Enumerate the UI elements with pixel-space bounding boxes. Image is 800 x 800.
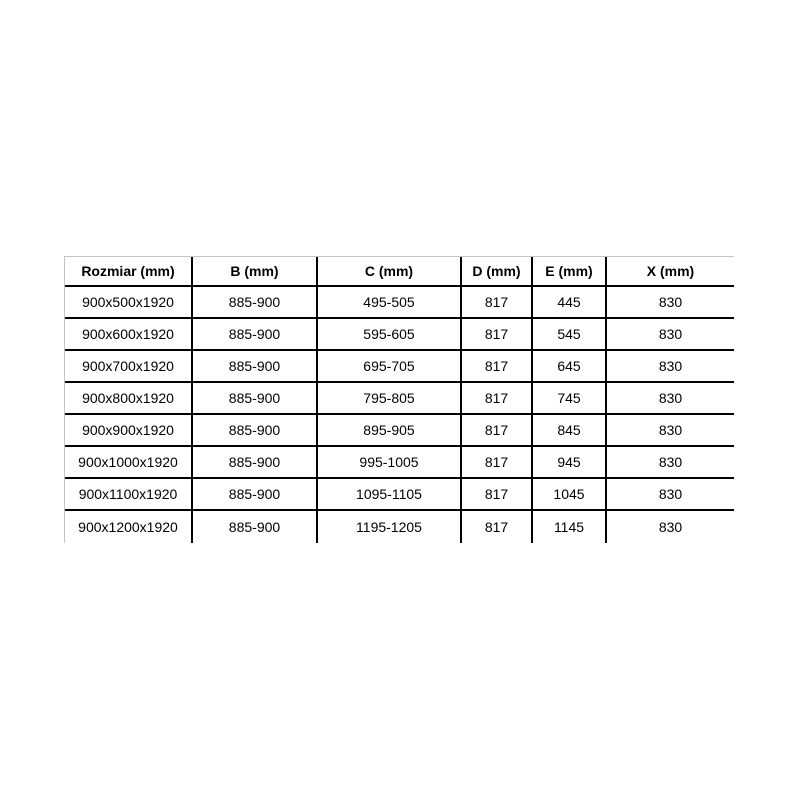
table-cell: 595-605 <box>318 319 462 351</box>
table-cell: 1095-1105 <box>318 479 462 511</box>
table-cell: 817 <box>462 319 533 351</box>
table-cell: 830 <box>607 511 734 543</box>
table-cell: 817 <box>462 447 533 479</box>
table-cell: 830 <box>607 287 734 319</box>
table-cell: 495-505 <box>318 287 462 319</box>
table-cell: 830 <box>607 447 734 479</box>
table-cell: 817 <box>462 383 533 415</box>
table-cell: 745 <box>533 383 607 415</box>
table-cell: 830 <box>607 319 734 351</box>
table-cell: 885-900 <box>193 447 318 479</box>
table-cell: 895-905 <box>318 415 462 447</box>
table-cell: 900x800x1920 <box>65 383 193 415</box>
table-cell: 885-900 <box>193 479 318 511</box>
table-cell: 900x1000x1920 <box>65 447 193 479</box>
table-cell: 900x1100x1920 <box>65 479 193 511</box>
table-cell: 695-705 <box>318 351 462 383</box>
column-header-c: C (mm) <box>318 257 462 287</box>
table-cell: 645 <box>533 351 607 383</box>
table-cell: 885-900 <box>193 351 318 383</box>
table-cell: 1045 <box>533 479 607 511</box>
table-cell: 830 <box>607 383 734 415</box>
table-cell: 817 <box>462 511 533 543</box>
table-cell: 900x900x1920 <box>65 415 193 447</box>
table-cell: 995-1005 <box>318 447 462 479</box>
table-cell: 845 <box>533 415 607 447</box>
table-cell: 795-805 <box>318 383 462 415</box>
table-cell: 817 <box>462 287 533 319</box>
table-cell: 817 <box>462 415 533 447</box>
table-cell: 885-900 <box>193 383 318 415</box>
table-cell: 900x600x1920 <box>65 319 193 351</box>
column-header-d: D (mm) <box>462 257 533 287</box>
column-header-x: X (mm) <box>607 257 734 287</box>
table-cell: 830 <box>607 351 734 383</box>
table-cell: 445 <box>533 287 607 319</box>
column-header-e: E (mm) <box>533 257 607 287</box>
table-cell: 885-900 <box>193 287 318 319</box>
table-cell: 900x1200x1920 <box>65 511 193 543</box>
column-header-rozmiar: Rozmiar (mm) <box>65 257 193 287</box>
table-cell: 885-900 <box>193 415 318 447</box>
table-cell: 885-900 <box>193 319 318 351</box>
table-cell: 830 <box>607 479 734 511</box>
size-table: Rozmiar (mm) B (mm) C (mm) D (mm) E (mm)… <box>64 256 734 543</box>
table-cell: 1195-1205 <box>318 511 462 543</box>
table-cell: 1145 <box>533 511 607 543</box>
table-cell: 817 <box>462 351 533 383</box>
column-header-b: B (mm) <box>193 257 318 287</box>
table-cell: 900x700x1920 <box>65 351 193 383</box>
table-cell: 885-900 <box>193 511 318 543</box>
table-cell: 817 <box>462 479 533 511</box>
table-cell: 545 <box>533 319 607 351</box>
table-cell: 830 <box>607 415 734 447</box>
table-cell: 900x500x1920 <box>65 287 193 319</box>
table-cell: 945 <box>533 447 607 479</box>
